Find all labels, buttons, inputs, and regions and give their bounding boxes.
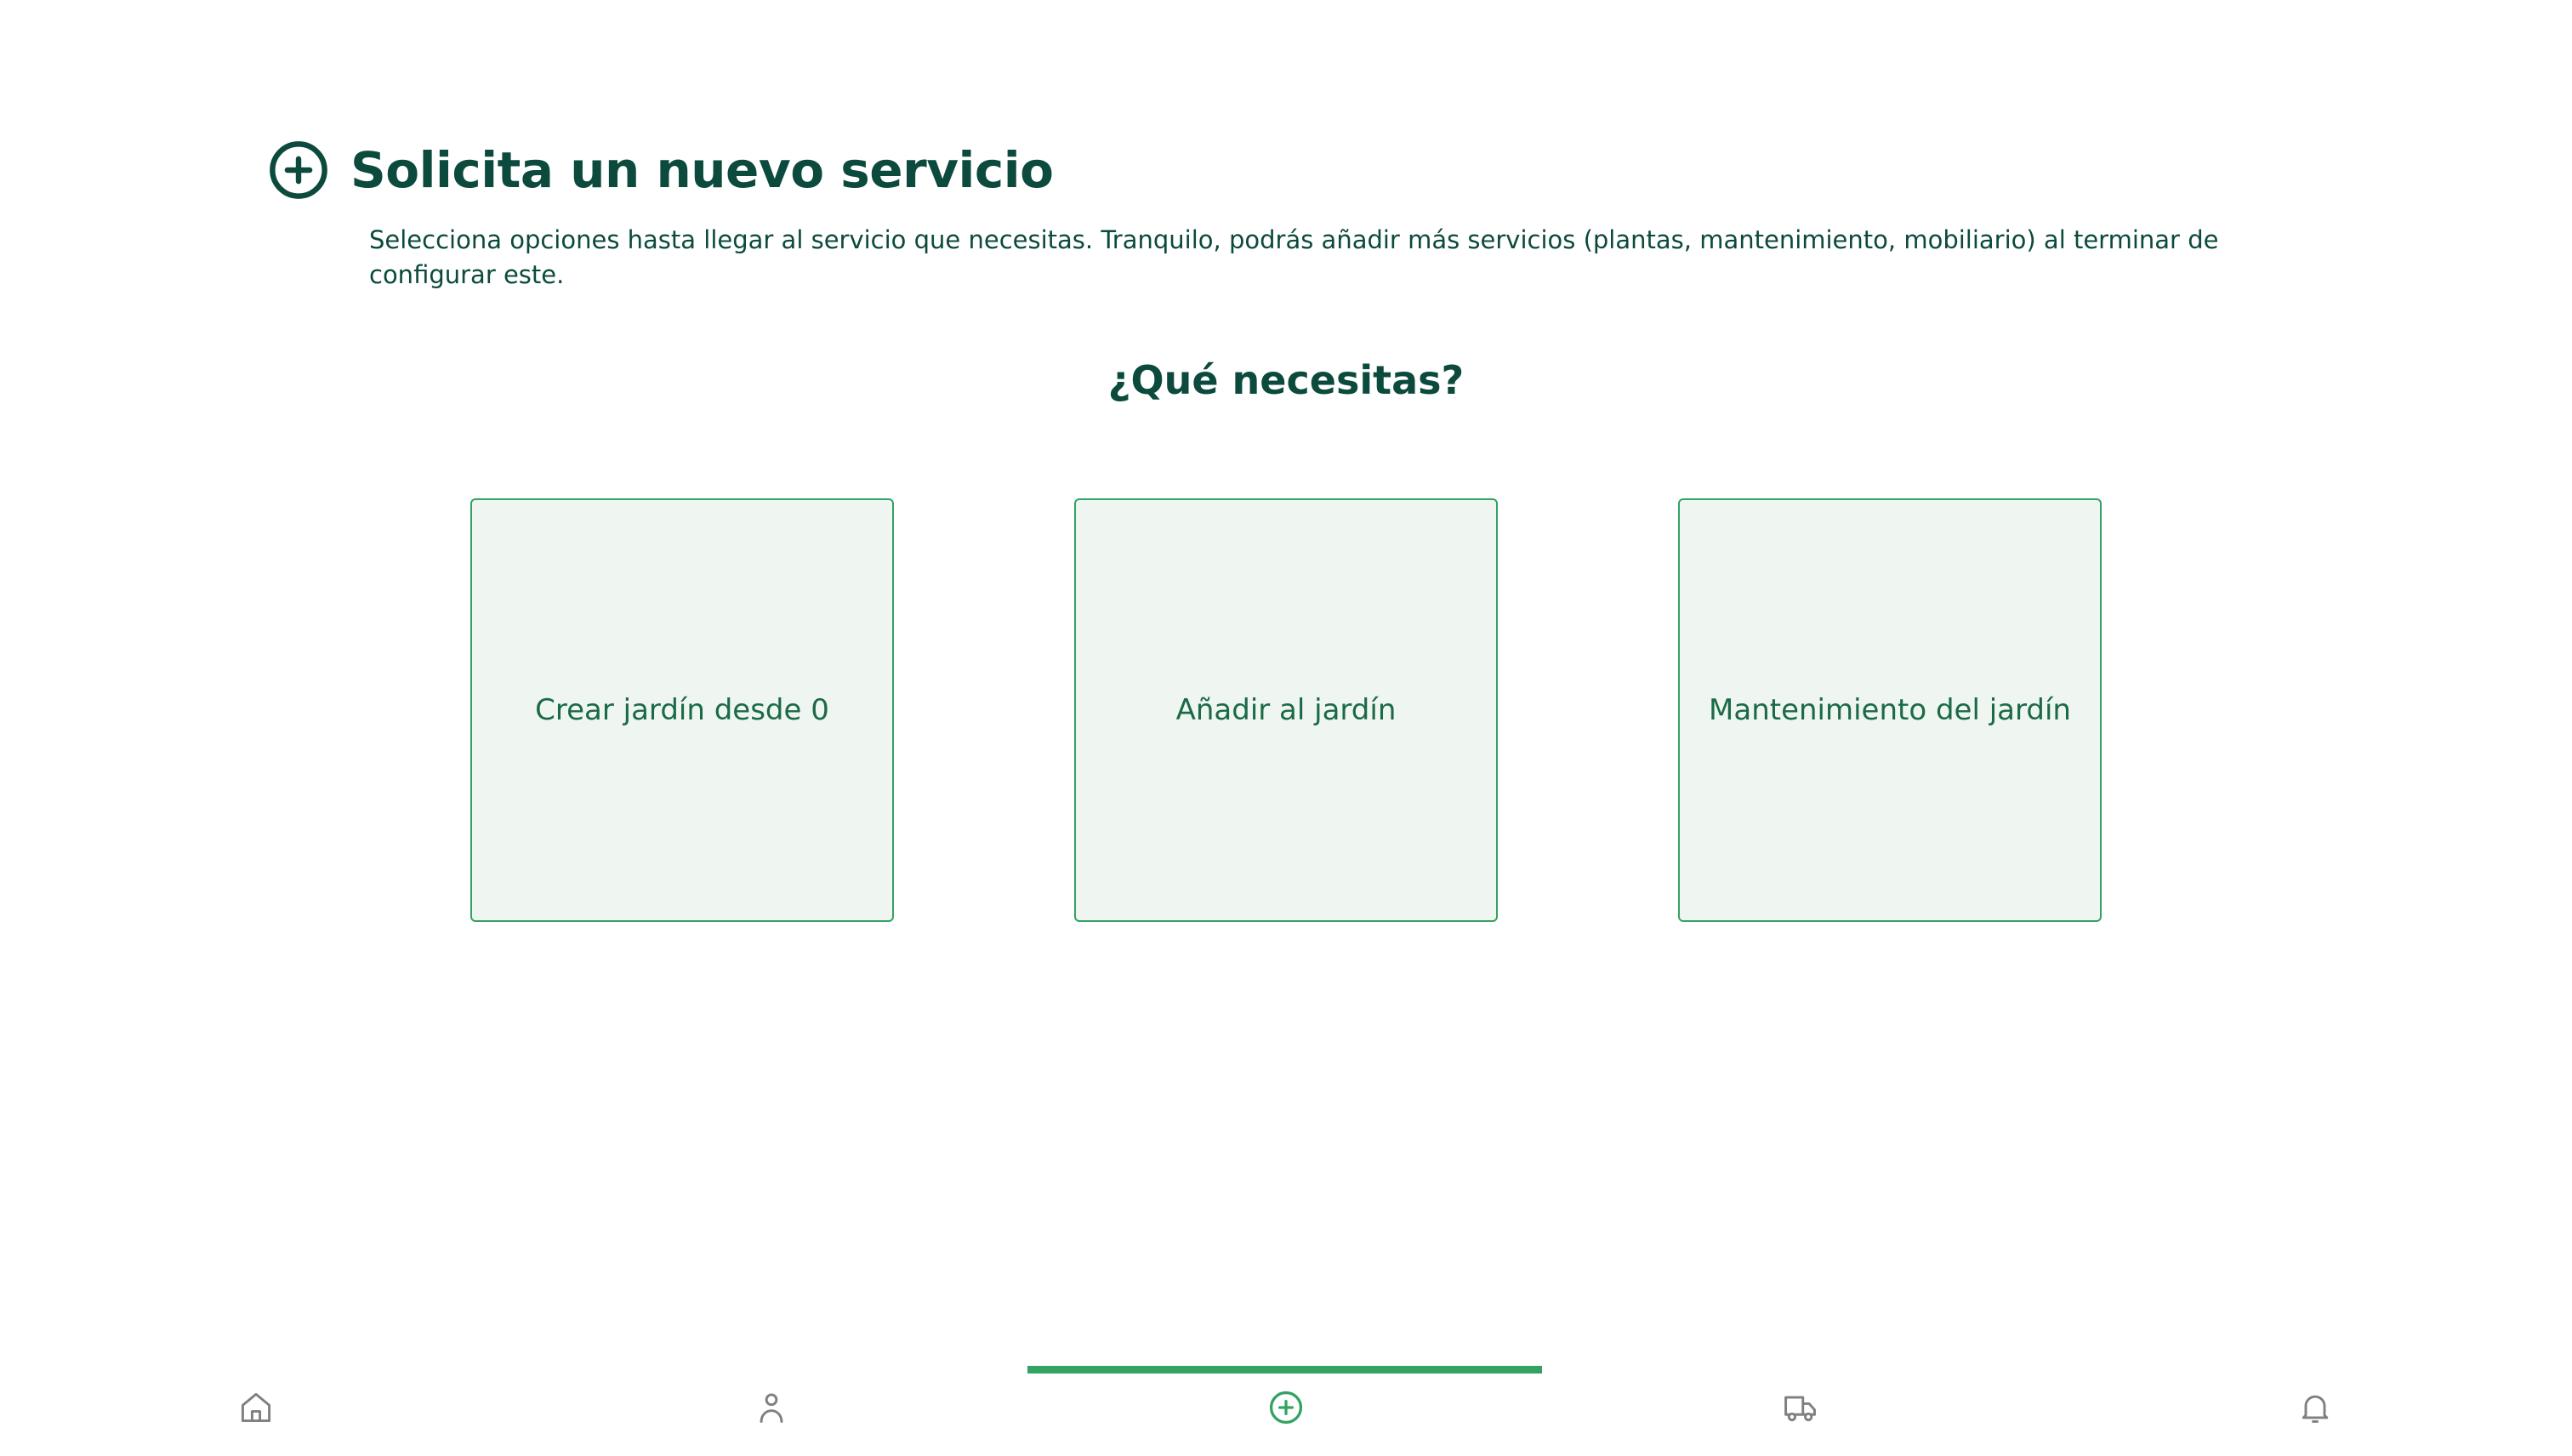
page-title: Solicita un nuevo servicio — [350, 141, 1054, 199]
nav-home[interactable] — [237, 1389, 275, 1426]
option-garden-maintenance[interactable]: Mantenimiento del jardín — [1678, 498, 2102, 922]
nav-notifications[interactable] — [2296, 1389, 2334, 1426]
page-header: Solicita un nuevo servicio — [269, 140, 1054, 200]
user-icon — [760, 1393, 783, 1423]
option-label: Mantenimiento del jardín — [1709, 693, 2071, 727]
nav-new-service[interactable] — [1267, 1389, 1305, 1426]
question-heading: ¿Qué necesitas? — [1107, 357, 1465, 403]
truck-icon — [1784, 1396, 1816, 1422]
option-label: Añadir al jardín — [1175, 693, 1397, 727]
home-icon — [241, 1392, 271, 1423]
nav-profile[interactable] — [753, 1389, 790, 1426]
option-label: Crear jardín desde 0 — [535, 693, 829, 727]
plus-circle-icon — [1269, 1391, 1303, 1425]
active-tab-indicator — [1027, 1366, 1542, 1374]
nav-deliveries[interactable] — [1782, 1389, 1819, 1426]
option-add-to-garden[interactable]: Añadir al jardín — [1074, 498, 1498, 922]
plus-circle-icon — [270, 141, 327, 199]
option-create-garden[interactable]: Crear jardín desde 0 — [470, 498, 894, 922]
page-subtitle: Selecciona opciones hasta llegar al serv… — [369, 225, 2219, 289]
bell-icon — [2302, 1395, 2329, 1423]
